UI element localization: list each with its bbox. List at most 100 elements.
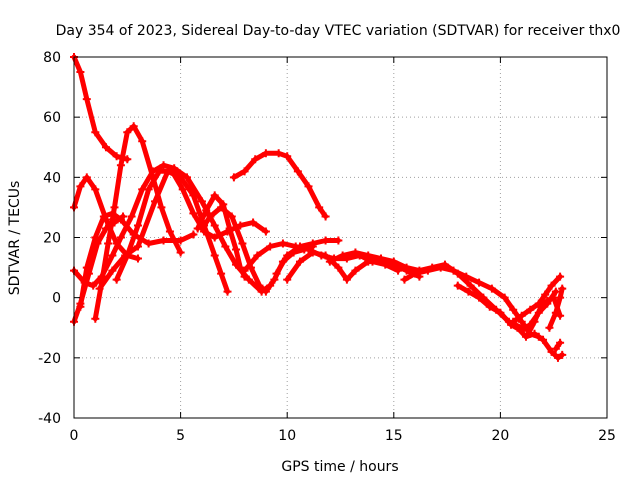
data-point-marker	[509, 305, 518, 314]
data-point-marker	[108, 266, 117, 275]
data-point-marker	[517, 311, 526, 320]
data-point-marker	[144, 185, 153, 194]
data-point-marker	[178, 185, 187, 194]
data-point-marker	[464, 287, 473, 296]
y-tick-label: -20	[38, 351, 61, 367]
data-point-marker	[82, 263, 91, 272]
data-point-marker	[217, 269, 226, 278]
data-point-marker	[543, 296, 552, 305]
data-point-marker	[217, 203, 226, 212]
data-point-marker	[104, 239, 113, 248]
data-point-marker	[551, 308, 560, 317]
data-point-marker	[101, 143, 110, 152]
data-point-marker	[206, 212, 215, 221]
data-point-marker	[189, 230, 198, 239]
data-point-marker	[338, 251, 347, 260]
y-tick-label: 0	[52, 291, 61, 307]
data-point-marker	[321, 251, 330, 260]
x-tick-label: 5	[176, 428, 185, 444]
data-point-marker	[223, 287, 232, 296]
series-line	[284, 250, 422, 283]
data-point-marker	[402, 263, 411, 272]
series-line	[546, 286, 565, 331]
x-tick-label: 0	[70, 428, 79, 444]
data-point-marker	[116, 233, 125, 242]
data-point-marker	[308, 248, 317, 257]
data-point-marker	[321, 236, 330, 245]
data-point-marker	[449, 266, 458, 275]
data-point-marker	[261, 287, 270, 296]
data-point-marker	[133, 242, 142, 251]
y-tick-labels: -40 -20 0 20 40 60 80	[38, 50, 61, 427]
data-point-marker	[227, 212, 236, 221]
data-point-marker	[487, 284, 496, 293]
data-point-marker	[159, 161, 168, 170]
data-point-marker	[283, 275, 292, 284]
data-point-marker	[530, 329, 539, 338]
data-point-marker	[509, 317, 518, 326]
data-point-marker	[123, 155, 132, 164]
data-point-marker	[123, 251, 132, 260]
data-point-marker	[541, 290, 550, 299]
axis-ticks	[73, 56, 608, 419]
data-point-marker	[210, 233, 219, 242]
data-point-marker	[127, 212, 136, 221]
data-point-marker	[496, 308, 505, 317]
data-point-marker	[453, 281, 462, 290]
data-point-marker	[99, 212, 108, 221]
data-point-marker	[551, 344, 560, 353]
data-point-marker	[157, 203, 166, 212]
data-point-marker	[521, 332, 530, 341]
data-point-marker	[229, 173, 238, 182]
data-point-marker	[556, 272, 565, 281]
data-point-marker	[133, 254, 142, 263]
chart-title: Day 354 of 2023, Sidereal Day-to-day VTE…	[56, 23, 621, 39]
data-point-marker	[176, 248, 185, 257]
data-point-marker	[547, 347, 556, 356]
y-axis-title: SDTVAR / TECUs	[7, 181, 23, 296]
data-point-marker	[342, 275, 351, 284]
data-point-marker	[556, 293, 565, 302]
data-point-marker	[76, 182, 85, 191]
data-point-marker	[144, 239, 153, 248]
data-point-marker	[240, 266, 249, 275]
series-layer	[70, 53, 567, 362]
data-point-marker	[475, 278, 484, 287]
data-point-marker	[536, 302, 545, 311]
data-point-marker	[116, 215, 125, 224]
data-point-marker	[334, 236, 343, 245]
x-tick-label: 25	[598, 428, 616, 444]
data-point-marker	[553, 353, 562, 362]
data-point-marker	[110, 203, 119, 212]
y-tick-label: 40	[43, 170, 61, 186]
data-point-marker	[76, 68, 85, 77]
data-point-marker	[133, 221, 142, 230]
data-point-marker	[261, 149, 270, 158]
data-point-marker	[266, 242, 275, 251]
y-tick-label: 80	[43, 50, 61, 66]
data-point-marker	[197, 224, 206, 233]
series-18	[509, 272, 565, 326]
data-point-marker	[539, 335, 548, 344]
data-point-marker	[89, 281, 98, 290]
data-point-marker	[197, 197, 206, 206]
data-point-marker	[558, 284, 567, 293]
series-22	[551, 338, 565, 353]
data-point-marker	[530, 317, 539, 326]
data-point-marker	[210, 221, 219, 230]
data-point-marker	[274, 149, 283, 158]
grid-lines	[74, 57, 607, 418]
data-point-marker	[475, 293, 484, 302]
data-point-marker	[176, 236, 185, 245]
y-tick-label: 60	[43, 110, 61, 126]
data-point-marker	[556, 338, 565, 347]
data-point-marker	[283, 152, 292, 161]
data-point-marker	[112, 152, 121, 161]
plot-frame	[73, 56, 608, 419]
data-point-marker	[261, 227, 270, 236]
data-point-marker	[165, 227, 174, 236]
data-point-marker	[116, 161, 125, 170]
data-point-marker	[210, 251, 219, 260]
data-point-marker	[545, 323, 554, 332]
series-line	[515, 325, 565, 361]
